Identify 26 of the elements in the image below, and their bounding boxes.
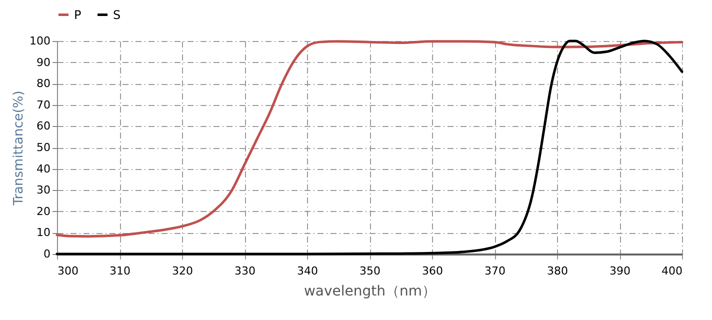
x-tick-label: 340 <box>297 264 318 278</box>
y-tick-label: 60 <box>36 120 50 133</box>
x-tick-label: 360 <box>422 264 443 278</box>
y-tick-label: 70 <box>36 98 50 112</box>
y-tick-label: 0 <box>44 248 50 260</box>
x-tick-label: 310 <box>110 264 130 278</box>
x-tick-label: 330 <box>234 264 256 278</box>
x-tick-label: 320 <box>172 264 193 278</box>
y-axis-title: Transmittance(%) <box>12 90 27 206</box>
x-tick-label: 380 <box>547 264 568 278</box>
x-axis-title: wavelength（nm） <box>304 284 436 300</box>
x-tick-label: 350 <box>360 264 380 278</box>
x-tick-label: 390 <box>610 264 630 278</box>
x-tick-label: 300 <box>58 264 78 278</box>
y-tick-label: 50 <box>36 141 50 154</box>
y-tick-label: 90 <box>36 56 50 69</box>
legend-label: S <box>113 8 121 22</box>
y-tick-label: 20 <box>36 204 50 218</box>
y-tick-label: 10 <box>36 226 50 240</box>
x-tick-label: 370 <box>484 264 506 278</box>
legend-label: P <box>74 8 82 22</box>
y-tick-label: 80 <box>36 77 50 90</box>
y-tick-label: 100 <box>30 34 50 48</box>
x-tick-label: 400 <box>662 264 682 278</box>
y-tick-label: 30 <box>36 184 50 197</box>
y-tick-label: 40 <box>36 162 50 176</box>
